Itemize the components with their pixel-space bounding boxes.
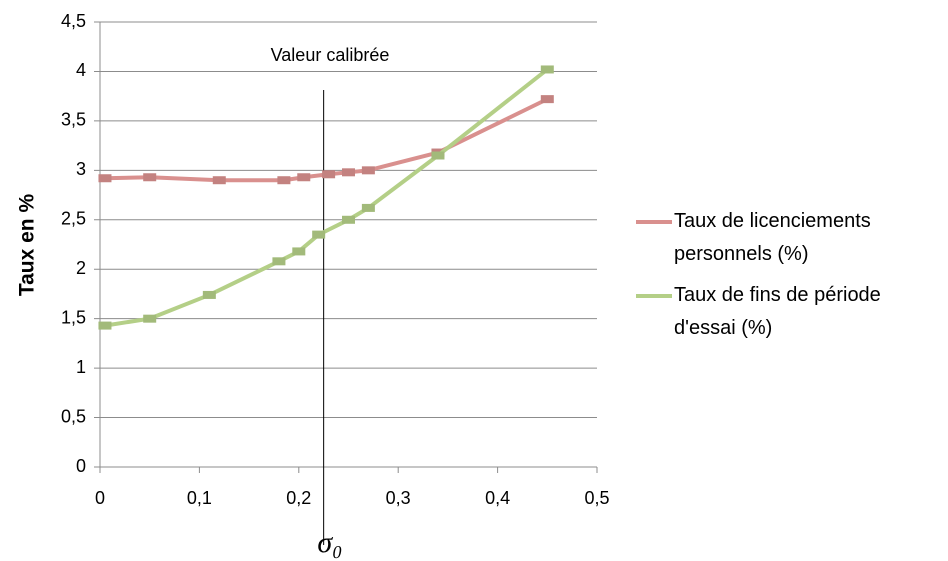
- marker: [361, 166, 375, 175]
- marker: [322, 170, 336, 179]
- y-tick-label: 1,5: [61, 307, 86, 327]
- legend-label: Taux de licenciements personnels (%): [674, 210, 871, 265]
- legend-swatch: [636, 220, 672, 224]
- series-line: [104, 67, 549, 328]
- y-tick-label: 0,5: [61, 406, 86, 426]
- legend-swatch: [636, 294, 672, 298]
- marker: [312, 230, 326, 239]
- marker: [98, 321, 112, 330]
- annotation-text: Valeur calibrée: [271, 45, 390, 65]
- x-tick-label: 0,2: [286, 488, 311, 508]
- marker: [361, 203, 375, 212]
- y-tick-label: 4,5: [61, 11, 86, 31]
- marker: [292, 247, 306, 256]
- marker: [277, 176, 291, 185]
- series-line: [104, 97, 549, 183]
- x-tick-label: 0: [95, 488, 105, 508]
- marker: [342, 215, 355, 224]
- marker: [202, 290, 216, 299]
- legend-item: Taux de licenciements personnels (%): [636, 205, 936, 271]
- marker: [540, 95, 554, 104]
- x-tick-label: 0,4: [485, 488, 510, 508]
- y-tick-label: 4: [76, 60, 86, 80]
- marker: [431, 151, 445, 160]
- y-tick-label: 3: [76, 159, 86, 179]
- marker: [272, 257, 286, 266]
- marker: [540, 65, 554, 74]
- marker: [143, 173, 157, 182]
- y-tick-label: 0: [76, 456, 86, 476]
- marker: [143, 314, 157, 323]
- x-axis-label: σ₀: [317, 526, 342, 559]
- y-tick-label: 2: [76, 258, 86, 278]
- marker: [212, 176, 226, 185]
- marker: [342, 168, 355, 177]
- y-axis-label: Taux en %: [16, 194, 39, 297]
- marker: [98, 174, 112, 183]
- y-tick-label: 2,5: [61, 209, 86, 229]
- y-tick-label: 3,5: [61, 110, 86, 130]
- marker: [297, 173, 311, 182]
- x-tick-label: 0,1: [187, 488, 212, 508]
- legend-item: Taux de fins de période d'essai (%): [636, 279, 936, 345]
- x-tick-label: 0,5: [584, 488, 609, 508]
- legend-label: Taux de fins de période d'essai (%): [674, 284, 881, 339]
- legend: Taux de licenciements personnels (%) Taux…: [636, 205, 936, 353]
- y-tick-label: 1: [76, 357, 86, 377]
- x-tick-label: 0,3: [386, 488, 411, 508]
